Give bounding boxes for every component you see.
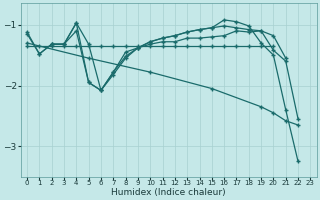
X-axis label: Humidex (Indice chaleur): Humidex (Indice chaleur)	[111, 188, 226, 197]
